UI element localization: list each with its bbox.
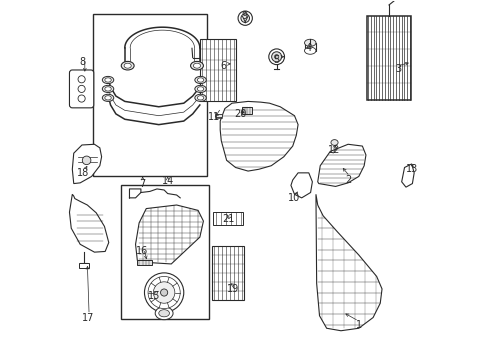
Ellipse shape (194, 85, 206, 93)
Ellipse shape (104, 96, 111, 100)
Polygon shape (401, 164, 413, 187)
Polygon shape (72, 144, 102, 184)
Ellipse shape (159, 310, 169, 317)
Polygon shape (135, 205, 203, 264)
Text: 6: 6 (220, 61, 225, 71)
Ellipse shape (102, 76, 114, 84)
Text: 21: 21 (222, 214, 234, 224)
Ellipse shape (268, 49, 284, 64)
Text: 9: 9 (241, 11, 247, 21)
Text: 15: 15 (148, 291, 161, 301)
FancyBboxPatch shape (69, 70, 94, 108)
Ellipse shape (104, 87, 111, 91)
Ellipse shape (193, 63, 200, 68)
Ellipse shape (304, 39, 315, 46)
Bar (213, 212, 243, 225)
Ellipse shape (78, 95, 85, 102)
Text: 20: 20 (234, 109, 246, 119)
Ellipse shape (78, 85, 85, 93)
Ellipse shape (155, 307, 173, 320)
Ellipse shape (190, 62, 203, 70)
Text: 11: 11 (207, 112, 220, 122)
Ellipse shape (144, 273, 183, 312)
Text: 14: 14 (161, 176, 173, 186)
Bar (304, 43, 315, 51)
Text: 2: 2 (344, 175, 350, 185)
Text: 10: 10 (287, 193, 299, 203)
Text: 12: 12 (327, 145, 339, 155)
Text: 16: 16 (136, 247, 148, 256)
Bar (241, 107, 251, 114)
Ellipse shape (330, 140, 337, 145)
Bar (366, 16, 410, 100)
Ellipse shape (78, 76, 85, 83)
Ellipse shape (102, 85, 114, 93)
Ellipse shape (238, 11, 252, 25)
Ellipse shape (241, 14, 249, 22)
Ellipse shape (197, 87, 203, 91)
Ellipse shape (197, 96, 203, 100)
Polygon shape (290, 173, 312, 198)
Ellipse shape (124, 63, 131, 68)
Ellipse shape (104, 78, 111, 82)
Ellipse shape (148, 276, 180, 309)
Ellipse shape (271, 52, 281, 62)
Text: 13: 13 (406, 164, 418, 174)
Ellipse shape (82, 156, 91, 165)
Ellipse shape (102, 94, 114, 102)
Bar (80, 263, 88, 267)
Ellipse shape (121, 62, 134, 70)
Polygon shape (69, 194, 108, 252)
Bar (211, 246, 244, 300)
Ellipse shape (160, 289, 167, 296)
Ellipse shape (274, 55, 278, 59)
Bar (121, 185, 208, 319)
Ellipse shape (153, 282, 175, 303)
Polygon shape (137, 260, 151, 265)
Ellipse shape (194, 76, 206, 84)
Ellipse shape (194, 94, 206, 102)
Text: 8: 8 (79, 57, 85, 67)
Text: 19: 19 (226, 284, 239, 294)
Polygon shape (315, 194, 381, 331)
Ellipse shape (197, 78, 203, 82)
Bar (93, 14, 206, 176)
Text: 4: 4 (305, 43, 311, 53)
Text: 5: 5 (273, 55, 279, 65)
Ellipse shape (304, 47, 315, 54)
Text: 1: 1 (355, 320, 361, 330)
Text: 3: 3 (394, 64, 400, 74)
Text: 17: 17 (82, 312, 94, 323)
Text: 7: 7 (139, 179, 145, 189)
Text: 18: 18 (77, 168, 89, 178)
Bar (215, 114, 222, 117)
Polygon shape (220, 102, 298, 171)
Polygon shape (317, 144, 365, 186)
Bar (200, 39, 235, 102)
